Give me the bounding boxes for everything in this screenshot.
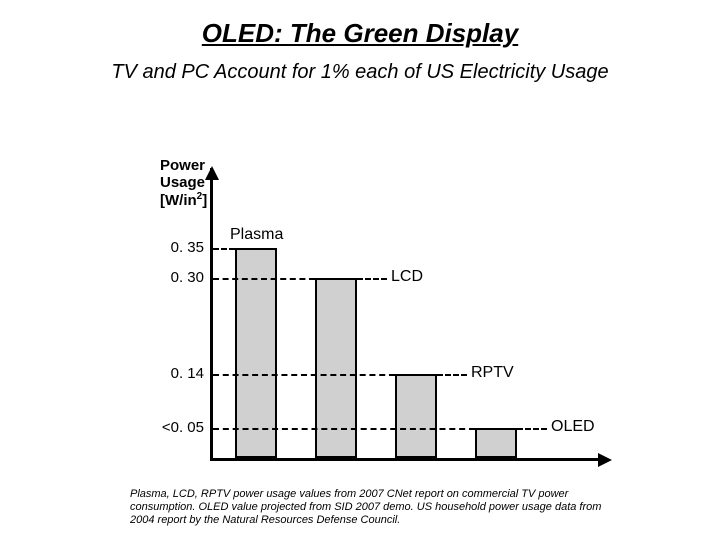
y-tick-label: 0. 35 bbox=[152, 239, 204, 256]
y-tick-label: 0. 30 bbox=[152, 269, 204, 286]
guide-line bbox=[437, 374, 467, 376]
bar-label-oled: OLED bbox=[551, 418, 595, 436]
guide-line bbox=[213, 374, 395, 376]
slide-title: OLED: The Green Display bbox=[0, 18, 720, 49]
y-axis-label: PowerUsage[W/in2] bbox=[160, 158, 207, 210]
x-axis-arrow-icon bbox=[598, 453, 612, 467]
y-axis-arrow-icon bbox=[205, 166, 219, 180]
guide-line bbox=[213, 248, 235, 250]
y-tick-label: <0. 05 bbox=[152, 419, 204, 436]
y-tick-label: 0. 14 bbox=[152, 365, 204, 382]
guide-line bbox=[517, 428, 547, 430]
bar-oled bbox=[475, 428, 517, 458]
bar-label-lcd: LCD bbox=[391, 268, 423, 286]
bar-label-rptv: RPTV bbox=[471, 364, 514, 382]
power-usage-chart: PowerUsage[W/in2] 0. 35 0. 30 0. 14 <0. 05 Pl… bbox=[130, 158, 610, 478]
footnote-text: Plasma, LCD, RPTV power usage values fro… bbox=[130, 488, 610, 528]
slide-subtitle: TV and PC Account for 1% each of US Elec… bbox=[0, 61, 720, 84]
guide-line bbox=[213, 428, 475, 430]
bar-lcd bbox=[315, 278, 357, 458]
bar-rptv bbox=[395, 374, 437, 458]
guide-line bbox=[357, 278, 387, 280]
bar-label-plasma: Plasma bbox=[230, 226, 283, 244]
guide-line bbox=[213, 278, 315, 280]
